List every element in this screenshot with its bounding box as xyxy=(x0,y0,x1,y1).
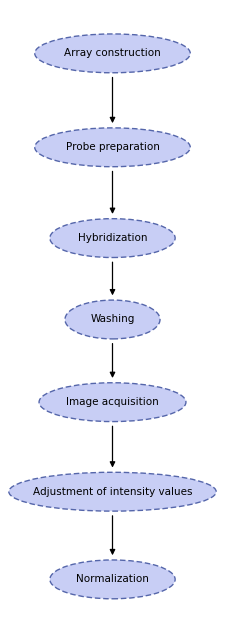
Ellipse shape xyxy=(50,560,175,599)
Text: Array construction: Array construction xyxy=(64,49,161,58)
Text: Normalization: Normalization xyxy=(76,574,149,585)
Text: Image acquisition: Image acquisition xyxy=(66,397,159,407)
Ellipse shape xyxy=(65,300,160,339)
Ellipse shape xyxy=(35,34,190,73)
Text: Hybridization: Hybridization xyxy=(78,233,147,243)
Ellipse shape xyxy=(50,219,175,258)
Text: Washing: Washing xyxy=(90,314,135,325)
Text: Probe preparation: Probe preparation xyxy=(65,142,160,152)
Ellipse shape xyxy=(39,383,186,422)
Text: Adjustment of intensity values: Adjustment of intensity values xyxy=(33,487,192,497)
Ellipse shape xyxy=(9,472,216,511)
Ellipse shape xyxy=(35,128,190,167)
